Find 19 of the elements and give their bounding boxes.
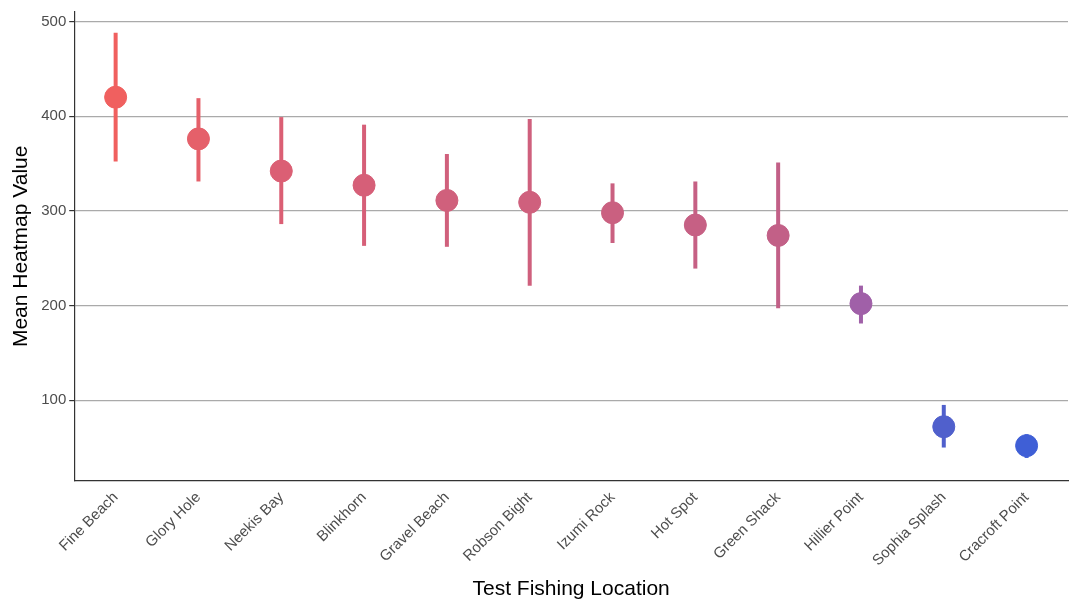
y-tick-label: 100 (41, 390, 67, 408)
point (518, 190, 542, 214)
point (269, 159, 293, 183)
point (352, 173, 376, 197)
point (435, 188, 459, 212)
y-tick-label: 200 (41, 295, 67, 313)
point (932, 415, 956, 439)
y-tick-label: 400 (41, 106, 67, 124)
x-axis-title: Test Fishing Location (472, 576, 670, 600)
point (766, 223, 790, 247)
point (601, 201, 625, 225)
y-tick-label: 300 (41, 200, 67, 218)
point (186, 127, 210, 151)
point (1015, 434, 1039, 458)
point (849, 292, 873, 316)
y-axis-title: Mean Heatmap Value (8, 145, 32, 348)
point (683, 213, 707, 237)
y-tick-label: 500 (41, 11, 67, 29)
point (104, 85, 128, 109)
